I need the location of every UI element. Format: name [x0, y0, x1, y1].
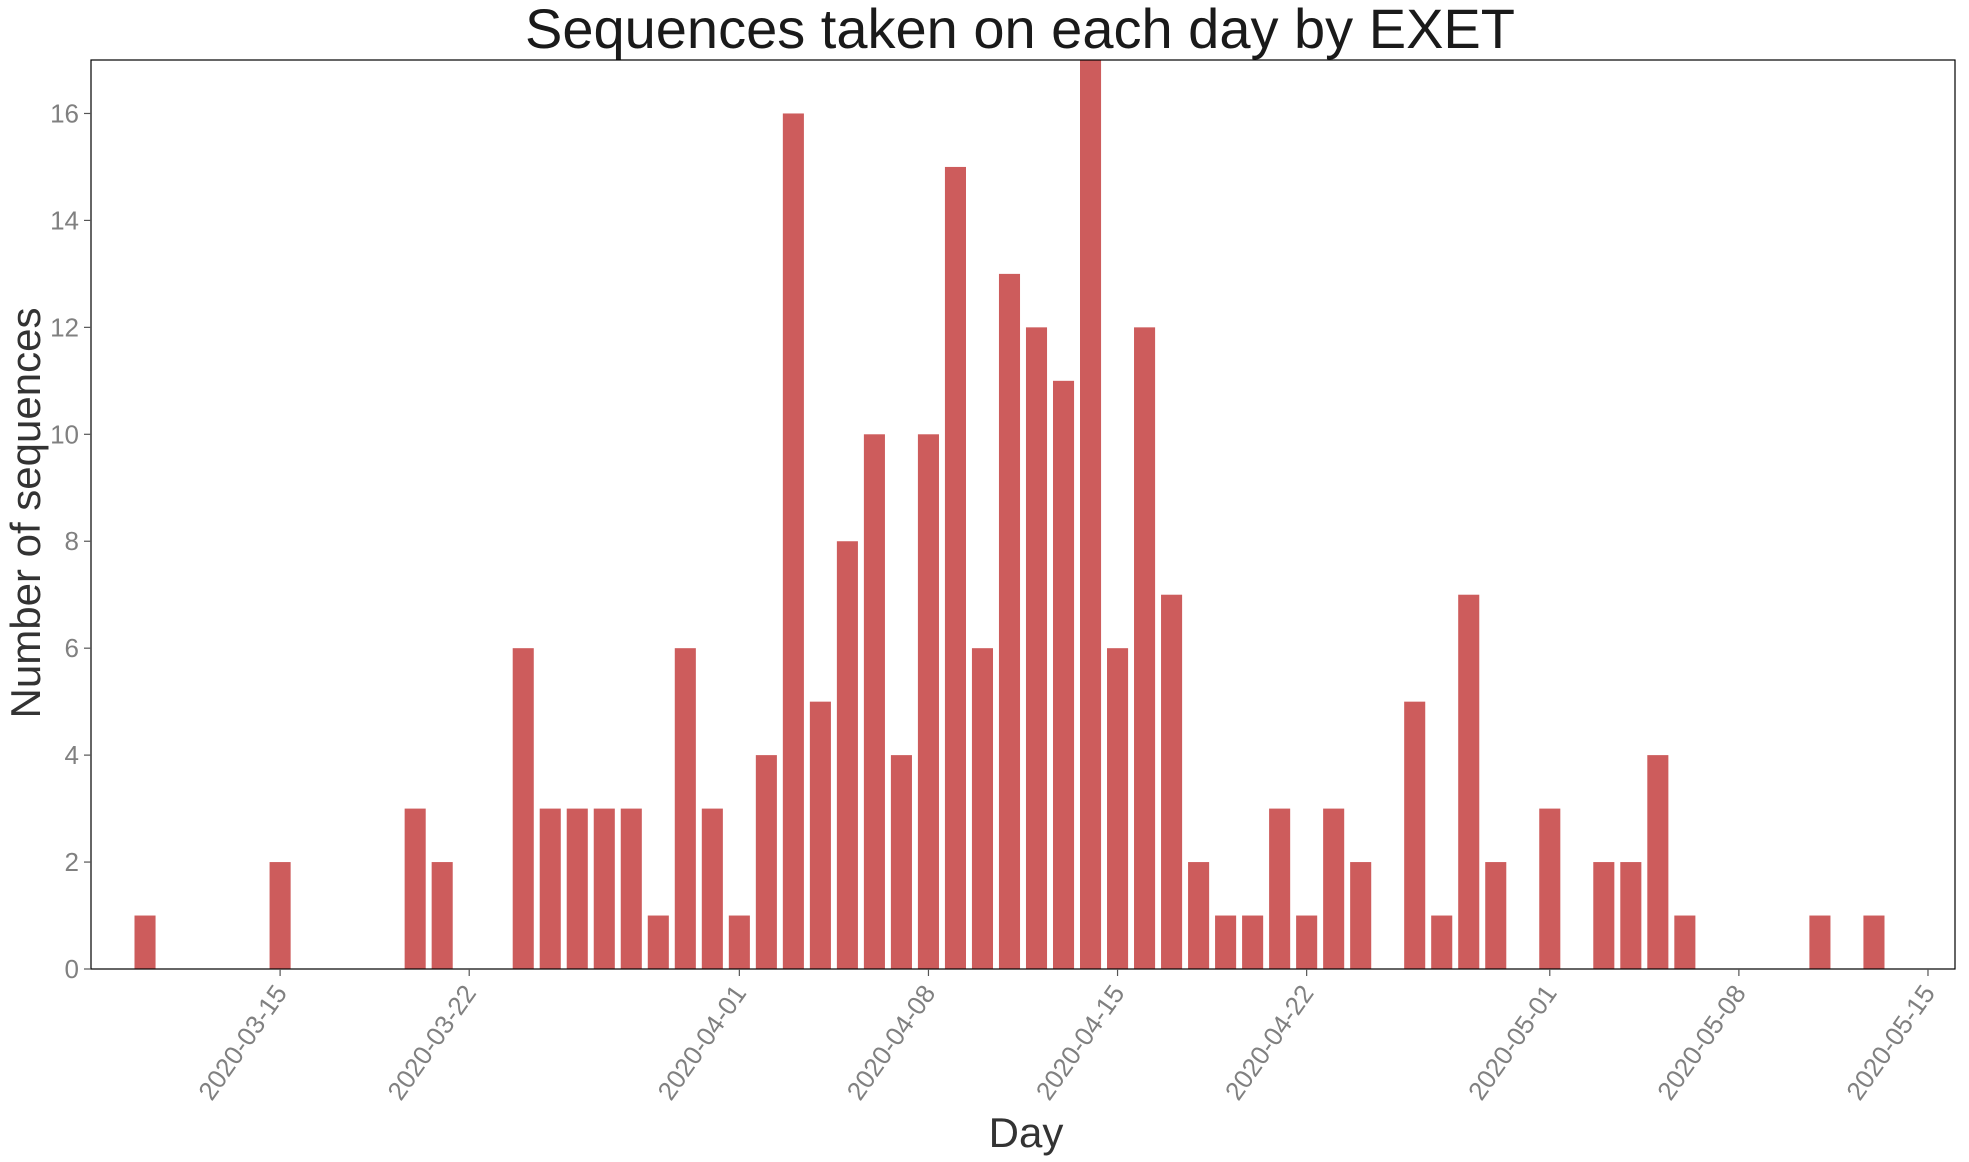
bar-2020-04-08	[917, 434, 939, 969]
y-axis-label: Number of sequences	[2, 308, 49, 719]
bar-2020-04-10	[971, 648, 994, 969]
bar-2020-04-22	[1296, 915, 1318, 969]
bar-2020-04-16	[1134, 327, 1156, 970]
y-tick-label: 0	[65, 954, 79, 984]
bar-2020-05-13	[1863, 915, 1885, 969]
y-tick-label: 6	[65, 633, 79, 663]
y-tick-label: 4	[65, 740, 79, 770]
x-tick-label: 2020-05-01	[1462, 979, 1563, 1105]
x-tick-label: 2020-04-15	[1030, 979, 1131, 1105]
bar-2020-04-04	[809, 701, 831, 969]
bar-2020-05-03	[1593, 862, 1615, 969]
bar-2020-03-27	[593, 808, 615, 969]
bar-2020-04-24	[1350, 862, 1372, 969]
bar-series	[134, 60, 1885, 970]
bar-2020-04-03	[782, 113, 804, 970]
x-tick-label: 2020-03-15	[192, 979, 293, 1105]
bar-2020-04-15	[1107, 648, 1129, 969]
y-tick-label: 2	[65, 847, 79, 877]
y-tick-label: 10	[50, 419, 79, 449]
bar-2020-03-30	[674, 648, 696, 969]
x-tick-label: 2020-04-22	[1219, 979, 1320, 1105]
bar-2020-04-29	[1485, 862, 1507, 969]
bar-2020-03-29	[647, 915, 669, 969]
bar-2020-03-31	[701, 808, 723, 969]
bar-2020-04-20	[1242, 915, 1264, 969]
x-tick-label: 2020-04-01	[651, 979, 752, 1105]
y-tick-label: 8	[65, 526, 79, 556]
x-axis-label: Day	[989, 1109, 1064, 1156]
y-tick-label: 12	[50, 312, 79, 342]
bar-2020-04-19	[1215, 915, 1237, 969]
bar-2020-04-21	[1269, 808, 1291, 969]
bar-2020-05-05	[1647, 755, 1669, 969]
x-tick-label: 2020-03-22	[381, 979, 482, 1105]
bar-2020-04-14	[1080, 60, 1102, 969]
bar-2020-04-26	[1404, 701, 1426, 969]
bar-2020-04-28	[1458, 594, 1480, 969]
bar-2020-04-18	[1188, 862, 1210, 969]
bar-2020-04-01	[728, 915, 750, 969]
bar-2020-04-12	[1025, 327, 1048, 970]
bar-2020-03-10	[134, 915, 156, 969]
x-tick-label: 2020-05-08	[1651, 979, 1752, 1105]
plot-frame	[90, 59, 1956, 970]
bar-2020-03-15	[269, 862, 291, 969]
y-axis: 0 2 4 6 8 10 12 14 16	[50, 98, 91, 984]
x-tick-label: 2020-04-08	[841, 979, 942, 1105]
bar-2020-04-07	[890, 755, 912, 969]
y-tick-label: 16	[50, 98, 79, 128]
bar-2020-05-04	[1620, 862, 1642, 969]
bar-2020-04-02	[755, 755, 777, 969]
chart-title: Sequences taken on each day by EXET	[525, 0, 1515, 60]
bar-2020-03-21	[431, 862, 453, 969]
x-tick-label: 2020-05-15	[1840, 979, 1941, 1105]
bar-2020-03-24	[512, 648, 534, 969]
bar-2020-03-20	[404, 808, 426, 969]
bar-2020-03-26	[566, 808, 588, 969]
bar-2020-05-01	[1539, 808, 1561, 969]
bar-2020-04-09	[944, 166, 966, 969]
bar-2020-04-27	[1431, 915, 1453, 969]
bar-2020-04-06	[863, 434, 885, 969]
bar-2020-04-23	[1323, 808, 1345, 969]
bar-2020-04-13	[1052, 380, 1075, 969]
bar-2020-04-05	[836, 541, 858, 969]
bar-2020-05-11	[1809, 915, 1831, 969]
bar-2020-03-25	[539, 808, 561, 969]
bar-2020-04-11	[998, 273, 1021, 969]
x-axis: 2020-03-15 2020-03-22 2020-04-01 2020-04-08…	[192, 969, 1941, 1105]
bar-2020-03-28	[620, 808, 642, 969]
bar-2020-05-06	[1674, 915, 1696, 969]
bar-2020-04-17	[1161, 594, 1183, 969]
y-tick-label: 14	[50, 205, 79, 235]
